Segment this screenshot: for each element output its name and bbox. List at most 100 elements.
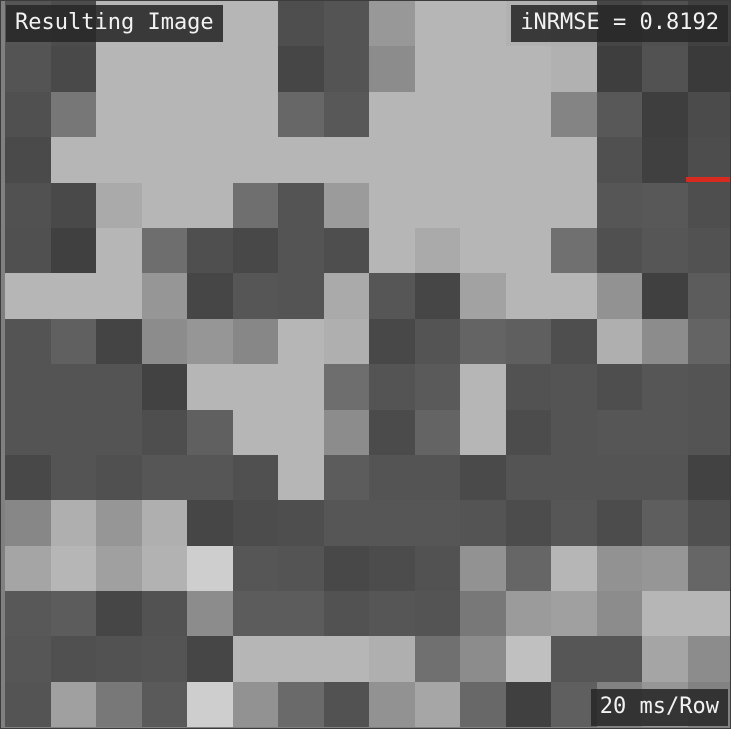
pixel-cell xyxy=(323,500,369,546)
pixel-cell xyxy=(369,545,415,592)
pixel-cell xyxy=(5,409,51,455)
pixel-cell xyxy=(96,636,142,682)
pixel-cell xyxy=(460,364,506,410)
pixel-cell xyxy=(460,681,506,728)
pixel-cell xyxy=(505,500,551,546)
pixel-cell xyxy=(187,409,233,455)
pixel-cell xyxy=(232,227,278,274)
pixel-cell xyxy=(414,91,460,138)
pixel-cell xyxy=(414,364,460,410)
pixel-cell xyxy=(50,273,96,319)
pixel-cell xyxy=(596,591,642,637)
pixel-cell xyxy=(232,46,278,92)
pixel-cell xyxy=(5,681,51,728)
pixel-cell xyxy=(414,409,460,455)
pixel-cell xyxy=(505,364,551,410)
image-title-label: Resulting Image xyxy=(6,5,223,42)
pixel-cell xyxy=(232,681,278,728)
pixel-cell xyxy=(187,454,233,501)
pixel-cell xyxy=(232,545,278,592)
pixel-cell xyxy=(505,454,551,501)
pixel-cell xyxy=(596,454,642,501)
pixel-cell xyxy=(551,273,597,319)
pixel-cell xyxy=(551,681,597,728)
pixel-cell xyxy=(232,91,278,138)
pixel-cell xyxy=(96,364,142,410)
pixel-cell xyxy=(5,318,51,365)
pixel-cell xyxy=(642,545,688,592)
pixel-cell xyxy=(141,227,187,274)
pixel-cell xyxy=(5,137,51,183)
pixel-cell xyxy=(460,454,506,501)
pixel-cell xyxy=(5,91,51,138)
pixel-cell xyxy=(642,454,688,501)
pixel-cell xyxy=(278,137,324,183)
pixel-cell xyxy=(141,591,187,637)
pixel-cell xyxy=(687,227,730,274)
pixel-cell xyxy=(278,318,324,365)
pixel-cell xyxy=(5,454,51,501)
pixel-cell xyxy=(141,46,187,92)
pixel-cell xyxy=(596,273,642,319)
pixel-cell xyxy=(50,364,96,410)
pixel-cell xyxy=(187,182,233,228)
error-metric-label: iNRMSE = 0.8192 xyxy=(511,5,728,42)
pixel-cell xyxy=(596,545,642,592)
pixel-cell xyxy=(642,500,688,546)
pixel-cell xyxy=(460,182,506,228)
pixel-cell xyxy=(96,137,142,183)
pixel-cell xyxy=(687,182,730,228)
pixel-cell xyxy=(278,636,324,682)
pixel-cell xyxy=(414,591,460,637)
pixel-cell xyxy=(369,454,415,501)
pixel-cell xyxy=(96,545,142,592)
pixel-cell xyxy=(551,227,597,274)
pixel-cell xyxy=(232,591,278,637)
pixel-cell xyxy=(278,681,324,728)
pixel-cell xyxy=(642,182,688,228)
pixel-cell xyxy=(642,364,688,410)
pixel-cell xyxy=(5,636,51,682)
pixel-cell xyxy=(278,273,324,319)
pixel-cell xyxy=(414,454,460,501)
pixel-cell xyxy=(460,409,506,455)
pixel-cell xyxy=(187,591,233,637)
pixel-cell xyxy=(5,500,51,546)
pixel-cell xyxy=(232,500,278,546)
pixel-cell xyxy=(687,545,730,592)
pixel-cell xyxy=(505,318,551,365)
pixel-cell xyxy=(414,1,460,47)
pixel-cell xyxy=(232,1,278,47)
pixel-cell xyxy=(687,454,730,501)
pixel-cell xyxy=(551,636,597,682)
pixel-cell xyxy=(369,364,415,410)
pixel-cell xyxy=(369,46,415,92)
pixel-cell xyxy=(5,182,51,228)
pixel-cell xyxy=(414,500,460,546)
pixel-cell xyxy=(278,500,324,546)
pixel-cell xyxy=(141,273,187,319)
pixel-cell xyxy=(50,227,96,274)
pixel-cell xyxy=(596,46,642,92)
pixel-cell xyxy=(687,46,730,92)
pixel-cell xyxy=(323,409,369,455)
pixel-cell xyxy=(369,318,415,365)
pixel-cell xyxy=(323,364,369,410)
pixel-cell xyxy=(596,409,642,455)
pixel-cell xyxy=(278,91,324,138)
pixel-cell xyxy=(232,454,278,501)
pixel-cell xyxy=(460,227,506,274)
pixel-cell xyxy=(642,91,688,138)
pixel-cell xyxy=(141,500,187,546)
pixel-cell xyxy=(278,545,324,592)
pixel-cell xyxy=(187,273,233,319)
pixel-cell xyxy=(687,500,730,546)
pixel-cell xyxy=(642,318,688,365)
pixel-cell xyxy=(460,91,506,138)
pixel-cell xyxy=(505,273,551,319)
pixel-cell xyxy=(323,591,369,637)
pixel-cell xyxy=(323,636,369,682)
pixel-cell xyxy=(369,91,415,138)
pixel-cell xyxy=(596,182,642,228)
pixel-cell xyxy=(187,91,233,138)
